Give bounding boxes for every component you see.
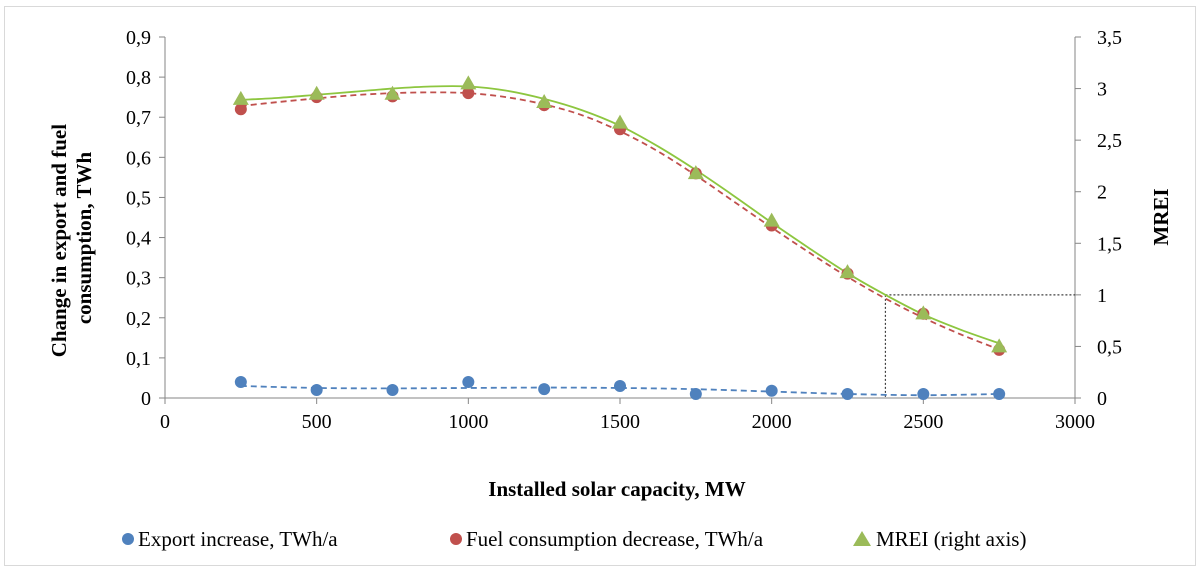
point-mrei (308, 85, 325, 100)
legend-marker-fuel (450, 533, 462, 545)
y2-axis-title: MREI (1149, 188, 1173, 245)
point-export (614, 379, 626, 392)
point-export (538, 383, 551, 396)
legend-label-fuel: Fuel consumption decrease, TWh/a (466, 527, 764, 551)
y-axis-title-line-1: Change in export and fuel (47, 124, 71, 358)
y-tick-label: 0,2 (126, 308, 151, 330)
y2-tick-label: 2,5 (1097, 130, 1122, 152)
x-tick-label: 2000 (752, 411, 792, 433)
point-mrei (536, 93, 553, 108)
y2-tick-label: 1,5 (1097, 233, 1122, 255)
point-export (310, 383, 323, 396)
y2-tick-label: 3,5 (1097, 27, 1122, 49)
chart-frame (4, 6, 1196, 566)
axes (159, 36, 1081, 404)
x-tick-label: 500 (302, 411, 332, 433)
point-mrei (460, 75, 477, 90)
y-tick-label: 0,4 (126, 228, 151, 250)
point-mrei (991, 338, 1008, 353)
point-mrei (612, 114, 628, 129)
legend-label-mrei: MREI (right axis) (876, 527, 1026, 551)
tick-labels: 0 500 1000 1500 2000 2500 300000,10,20,30,40,5… (126, 27, 1122, 433)
point-fuel (234, 103, 247, 116)
data-markers (232, 75, 1008, 400)
legend-label-export: Export increase, TWh/a (138, 527, 338, 551)
x-tick-label: 1000 (448, 411, 488, 433)
y2-tick-label: 3 (1097, 79, 1107, 101)
point-mrei (763, 212, 780, 227)
point-export (386, 383, 399, 396)
x-tick-label: 0 (160, 411, 170, 433)
point-mrei (839, 264, 856, 279)
point-export (765, 384, 778, 397)
x-tick-label: 2500 (903, 411, 943, 433)
y-axis-title-line-2: consumption, TWh (72, 152, 96, 325)
point-mrei (384, 85, 401, 100)
y-tick-label: 0,8 (126, 67, 151, 89)
point-mrei (232, 90, 249, 105)
legend-marker-export (122, 533, 134, 545)
y-tick-label: 0 (141, 388, 151, 410)
legend-item-fuel: Fuel consumption decrease, TWh/a (450, 527, 764, 551)
legend-marker-mrei (853, 531, 871, 546)
x-tick-label: 3000 (1055, 411, 1095, 433)
y-tick-label: 0,3 (126, 268, 151, 290)
point-mrei (687, 165, 704, 180)
x-tick-label: 1500 (600, 411, 640, 433)
point-export (993, 387, 1006, 400)
y-axis-title: Change in export and fuel consumption, T… (47, 119, 96, 358)
legend: Export increase, TWh/a Fuel consumption … (122, 527, 1026, 551)
y2-tick-label: 2 (1097, 182, 1107, 204)
y-tick-label: 0,6 (126, 147, 151, 169)
y-tick-label: 0,9 (126, 27, 151, 49)
y-tick-label: 0,7 (126, 107, 151, 129)
point-export (234, 375, 247, 388)
y2-tick-label: 1 (1097, 285, 1107, 307)
point-mrei (915, 305, 932, 320)
y2-tick-label: 0,5 (1097, 336, 1122, 358)
y-tick-label: 0,1 (126, 348, 151, 370)
y2-tick-label: 0 (1097, 388, 1107, 410)
point-export (841, 387, 854, 400)
legend-item-export: Export increase, TWh/a (122, 527, 338, 551)
point-export (917, 387, 930, 400)
x-axis-title: Installed solar capacity, MW (488, 477, 745, 501)
y-tick-label: 0,5 (126, 187, 151, 209)
legend-item-mrei: MREI (right axis) (853, 527, 1026, 551)
point-export (462, 375, 475, 388)
reference-lines (884, 294, 1075, 398)
point-export (689, 387, 702, 400)
point-fuel (462, 87, 475, 100)
